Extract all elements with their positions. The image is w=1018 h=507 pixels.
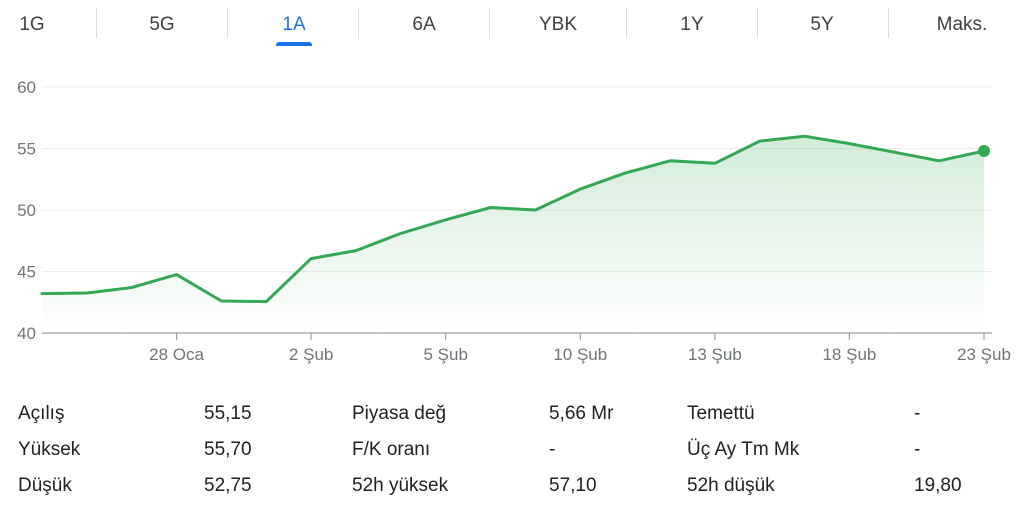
stat-label: Açılış: [18, 403, 65, 424]
tab-label: 5G: [149, 14, 175, 35]
y-tick-label: 50: [17, 201, 36, 220]
stat-label: 52h yüksek: [352, 475, 449, 496]
stats-row: Yüksek 55,70 F/K oranı - Üç Ay Tm Mk -: [0, 432, 1018, 468]
stat-label: Piyasa değ: [352, 403, 447, 424]
stat-label: 52h düşük: [687, 475, 775, 496]
tab-divider: [96, 8, 97, 38]
tab-1a[interactable]: 1A: [262, 0, 326, 46]
tab-divider: [626, 8, 627, 38]
tab-label: 6A: [412, 14, 436, 35]
x-tick-label: 13 Şub: [688, 345, 742, 364]
stat-label: Üç Ay Tm Mk: [687, 439, 800, 460]
tab-1g[interactable]: 1G: [0, 0, 64, 46]
x-tick-label: 5 Şub: [423, 345, 467, 364]
tab-maks[interactable]: Maks.: [924, 0, 1000, 46]
tab-label: 1A: [282, 14, 306, 35]
stat-value: -: [549, 439, 556, 460]
tab-1y[interactable]: 1Y: [660, 0, 724, 46]
stat-value: 57,10: [549, 475, 597, 496]
tab-ybk[interactable]: YBK: [520, 0, 596, 46]
x-tick-label: 28 Oca: [149, 345, 204, 364]
tab-label: 1G: [19, 14, 45, 35]
tab-6a[interactable]: 6A: [392, 0, 456, 46]
stat-value: 19,80: [914, 475, 962, 496]
stat-value: 52,75: [204, 475, 252, 496]
x-tick-label: 18 Şub: [822, 345, 876, 364]
active-tab-indicator: [276, 42, 312, 46]
tab-divider: [757, 8, 758, 38]
price-line: [40, 134, 986, 304]
tab-divider: [358, 8, 359, 38]
price-area-fill: [42, 136, 984, 333]
stats-row: Düşük 52,75 52h yüksek 57,10 52h düşük 1…: [0, 468, 1018, 504]
stats-row: Açılış 55,15 Piyasa değ 5,66 Mr Temettü …: [0, 396, 1018, 432]
x-tick-label: 10 Şub: [553, 345, 607, 364]
tab-label: 5Y: [810, 14, 834, 35]
key-stats-table: Açılış 55,15 Piyasa değ 5,66 Mr Temettü …: [0, 392, 1018, 507]
tab-divider: [888, 8, 889, 38]
stat-label: Temettü: [687, 403, 755, 424]
last-price-marker: [978, 144, 990, 157]
stat-value: 5,66 Mr: [549, 403, 614, 424]
y-tick-label: 55: [17, 140, 36, 159]
stat-label: Yüksek: [18, 439, 81, 460]
stat-value: 55,70: [204, 439, 252, 460]
tab-5g[interactable]: 5G: [130, 0, 194, 46]
price-chart: 40 45 50 55 60 28 Oca 2 Şub 5 Şub 10 Şub 13 Şub 1…: [17, 78, 1011, 364]
tab-5y[interactable]: 5Y: [790, 0, 854, 46]
stat-value: 55,15: [204, 403, 252, 424]
tab-label: Maks.: [936, 14, 988, 35]
y-tick-label: 40: [17, 324, 36, 343]
y-tick-label: 60: [17, 78, 36, 97]
y-tick-label: 45: [17, 263, 36, 282]
stat-label: Düşük: [18, 475, 72, 496]
tab-divider: [489, 8, 490, 38]
stat-value: -: [914, 439, 921, 460]
tab-divider: [227, 8, 228, 38]
stat-label: F/K oranı: [352, 439, 431, 460]
x-tick-label: 2 Şub: [289, 345, 333, 364]
tab-label: YBK: [538, 14, 578, 35]
time-range-tabs: 1G 5G 1A 6A YBK 1Y 5Y Maks.: [0, 0, 1018, 46]
stat-value: -: [914, 403, 921, 424]
tab-label: 1Y: [680, 14, 704, 35]
x-tick-label: 23 Şub: [957, 345, 1011, 364]
